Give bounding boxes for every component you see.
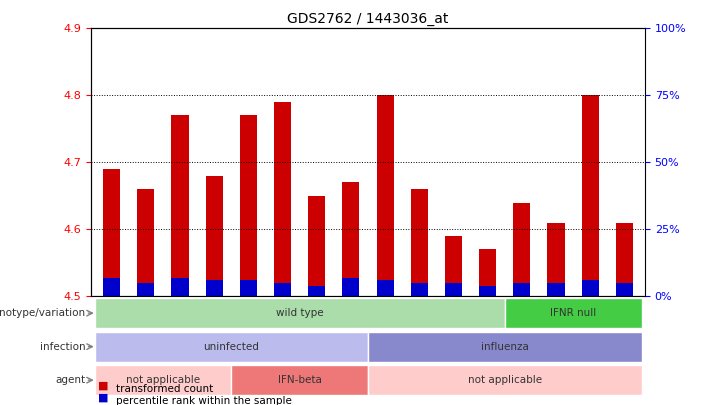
Bar [616,283,633,296]
Bar [205,280,223,296]
Text: IFNR null: IFNR null [550,308,597,318]
Bar [103,277,120,296]
Bar [547,223,564,296]
Bar [505,298,641,328]
Bar [411,189,428,296]
Bar [103,169,120,296]
Bar [172,115,189,296]
Text: not applicable: not applicable [468,375,542,385]
Text: ■: ■ [98,393,109,403]
Bar [376,280,394,296]
Bar [582,280,599,296]
Bar [308,286,325,296]
Text: genotype/variation: genotype/variation [0,308,86,318]
Text: not applicable: not applicable [126,375,200,385]
Bar [513,202,531,296]
Bar [342,277,360,296]
Text: infection: infection [40,342,86,352]
Bar [240,115,257,296]
Bar [368,332,641,362]
Bar [376,95,394,296]
Bar [240,280,257,296]
Bar [95,332,368,362]
Bar [308,196,325,296]
Bar [231,365,368,395]
Bar [582,95,599,296]
Bar [547,283,564,296]
Bar [137,283,154,296]
Bar [172,277,189,296]
Bar [342,183,360,296]
Bar [479,286,496,296]
Bar [368,365,641,395]
Text: agent: agent [55,375,86,385]
Bar [479,249,496,296]
Bar [616,223,633,296]
Bar [95,298,505,328]
Bar [445,236,462,296]
Bar [137,189,154,296]
Bar [205,176,223,296]
Bar [95,365,231,395]
Bar [513,283,531,296]
Bar [411,283,428,296]
Text: influenza: influenza [481,342,529,352]
Bar [274,283,291,296]
Text: uninfected: uninfected [203,342,259,352]
Text: transformed count: transformed count [116,384,213,394]
Title: GDS2762 / 1443036_at: GDS2762 / 1443036_at [287,12,449,26]
Text: wild type: wild type [275,308,323,318]
Text: percentile rank within the sample: percentile rank within the sample [116,396,292,405]
Bar [274,102,291,296]
Text: IFN-beta: IFN-beta [278,375,322,385]
Text: ■: ■ [98,381,109,391]
Bar [445,283,462,296]
